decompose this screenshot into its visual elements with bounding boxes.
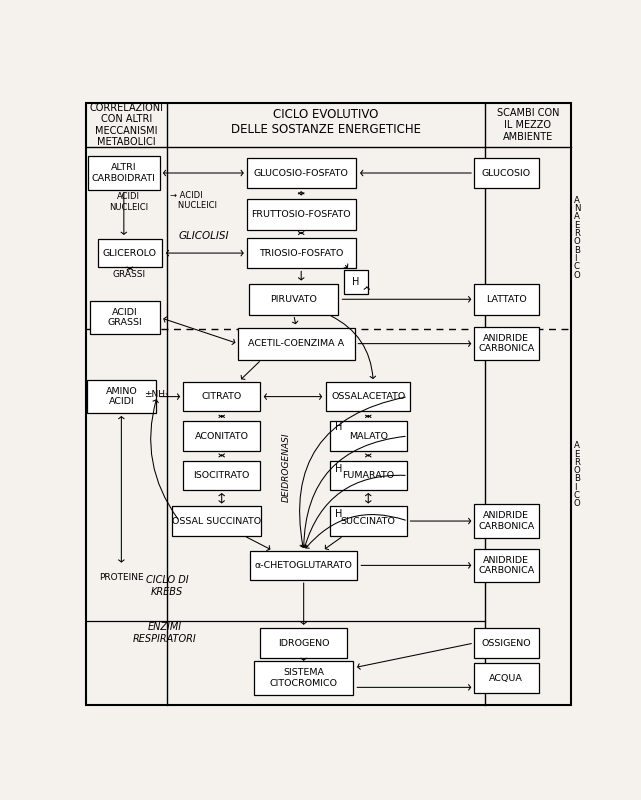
FancyBboxPatch shape (247, 158, 356, 188)
FancyBboxPatch shape (172, 506, 262, 536)
FancyBboxPatch shape (97, 239, 162, 267)
Text: H: H (352, 277, 360, 287)
Text: PROTEINE: PROTEINE (99, 574, 144, 582)
FancyBboxPatch shape (247, 238, 356, 269)
Text: FUMARATO: FUMARATO (342, 471, 394, 480)
FancyBboxPatch shape (90, 301, 160, 334)
Text: GRASSI: GRASSI (112, 270, 146, 279)
FancyBboxPatch shape (474, 628, 538, 658)
FancyBboxPatch shape (474, 284, 538, 314)
FancyBboxPatch shape (329, 506, 407, 536)
FancyBboxPatch shape (88, 156, 160, 190)
Text: PIRUVATO: PIRUVATO (271, 294, 317, 304)
Text: ACONITATO: ACONITATO (195, 431, 249, 441)
FancyBboxPatch shape (87, 380, 156, 414)
Text: H: H (335, 422, 342, 433)
Text: H: H (335, 464, 342, 474)
Text: ALTRI
CARBOIDRATI: ALTRI CARBOIDRATI (92, 163, 156, 182)
Text: FRUTTOSIO-FOSFATO: FRUTTOSIO-FOSFATO (251, 210, 351, 218)
Text: ACIDI
GRASSI: ACIDI GRASSI (108, 308, 142, 327)
Text: → ACIDI
   NUCLEICI: → ACIDI NUCLEICI (169, 191, 217, 210)
Text: ACIDI
NUCLEICI: ACIDI NUCLEICI (109, 192, 148, 212)
FancyBboxPatch shape (474, 663, 538, 693)
FancyBboxPatch shape (249, 284, 338, 314)
Text: A
E
R
O
B
I
C
O: A E R O B I C O (574, 442, 581, 508)
FancyBboxPatch shape (474, 327, 538, 360)
FancyBboxPatch shape (326, 382, 410, 411)
FancyBboxPatch shape (474, 158, 538, 188)
Text: ANIDRIDE
CARBONICA: ANIDRIDE CARBONICA (478, 334, 535, 354)
Text: GLUCOSIO: GLUCOSIO (482, 169, 531, 178)
Text: GLICOLISI: GLICOLISI (178, 231, 229, 241)
Text: SCAMBI CON
IL MEZZO
AMBIENTE: SCAMBI CON IL MEZZO AMBIENTE (497, 108, 559, 142)
FancyBboxPatch shape (254, 662, 353, 694)
FancyBboxPatch shape (329, 422, 407, 451)
Text: CITRATO: CITRATO (201, 392, 242, 401)
Text: AMINO
ACIDI: AMINO ACIDI (106, 387, 137, 406)
Text: ISOCITRATO: ISOCITRATO (194, 471, 250, 480)
Text: H: H (335, 509, 342, 518)
FancyBboxPatch shape (474, 549, 538, 582)
FancyBboxPatch shape (247, 199, 356, 230)
FancyBboxPatch shape (183, 382, 260, 411)
Text: ENZIMI
RESPIRATORI: ENZIMI RESPIRATORI (133, 622, 196, 644)
Text: LATTATO: LATTATO (486, 294, 527, 304)
Text: OSSALACETATO: OSSALACETATO (331, 392, 405, 401)
Text: CICLO EVOLUTIVO
DELLE SOSTANZE ENERGETICHE: CICLO EVOLUTIVO DELLE SOSTANZE ENERGETIC… (231, 108, 421, 136)
Text: ACETIL-COENZIMA A: ACETIL-COENZIMA A (248, 339, 344, 348)
Text: GLUCOSIO-FOSFATO: GLUCOSIO-FOSFATO (254, 169, 349, 178)
Text: CORRELAZIONI
CON ALTRI
MECCANISMI
METABOLICI: CORRELAZIONI CON ALTRI MECCANISMI METABO… (90, 102, 163, 147)
Text: IDROGENO: IDROGENO (278, 638, 329, 647)
FancyBboxPatch shape (183, 461, 260, 490)
FancyBboxPatch shape (344, 270, 368, 294)
Text: OSSIGENO: OSSIGENO (481, 638, 531, 647)
Text: OSSAL SUCCINATO: OSSAL SUCCINATO (172, 517, 262, 526)
Text: TRIOSIO-FOSFATO: TRIOSIO-FOSFATO (259, 249, 344, 258)
Text: SUCCINATO: SUCCINATO (341, 517, 395, 526)
Text: DEIDROGENASI: DEIDROGENASI (282, 432, 291, 502)
FancyBboxPatch shape (238, 328, 354, 360)
Text: A
N
A
E
R
O
B
I
C
O: A N A E R O B I C O (574, 196, 581, 279)
Text: SISTEMA
CITOCROMICO: SISTEMA CITOCROMICO (270, 669, 338, 688)
Text: GLICEROLO: GLICEROLO (103, 249, 157, 258)
FancyBboxPatch shape (329, 461, 407, 490)
FancyBboxPatch shape (183, 422, 260, 451)
Text: ANIDRIDE
CARBONICA: ANIDRIDE CARBONICA (478, 511, 535, 530)
Text: α-CHETOGLUTARATO: α-CHETOGLUTARATO (254, 561, 353, 570)
Text: ACQUA: ACQUA (490, 674, 523, 682)
Text: MALATO: MALATO (349, 431, 388, 441)
Text: ±NH₃: ±NH₃ (144, 390, 169, 399)
FancyBboxPatch shape (250, 550, 357, 580)
FancyBboxPatch shape (474, 505, 538, 538)
Text: CICLO DI
KREBS: CICLO DI KREBS (146, 575, 188, 597)
Text: ANIDRIDE
CARBONICA: ANIDRIDE CARBONICA (478, 556, 535, 575)
FancyBboxPatch shape (260, 628, 347, 658)
